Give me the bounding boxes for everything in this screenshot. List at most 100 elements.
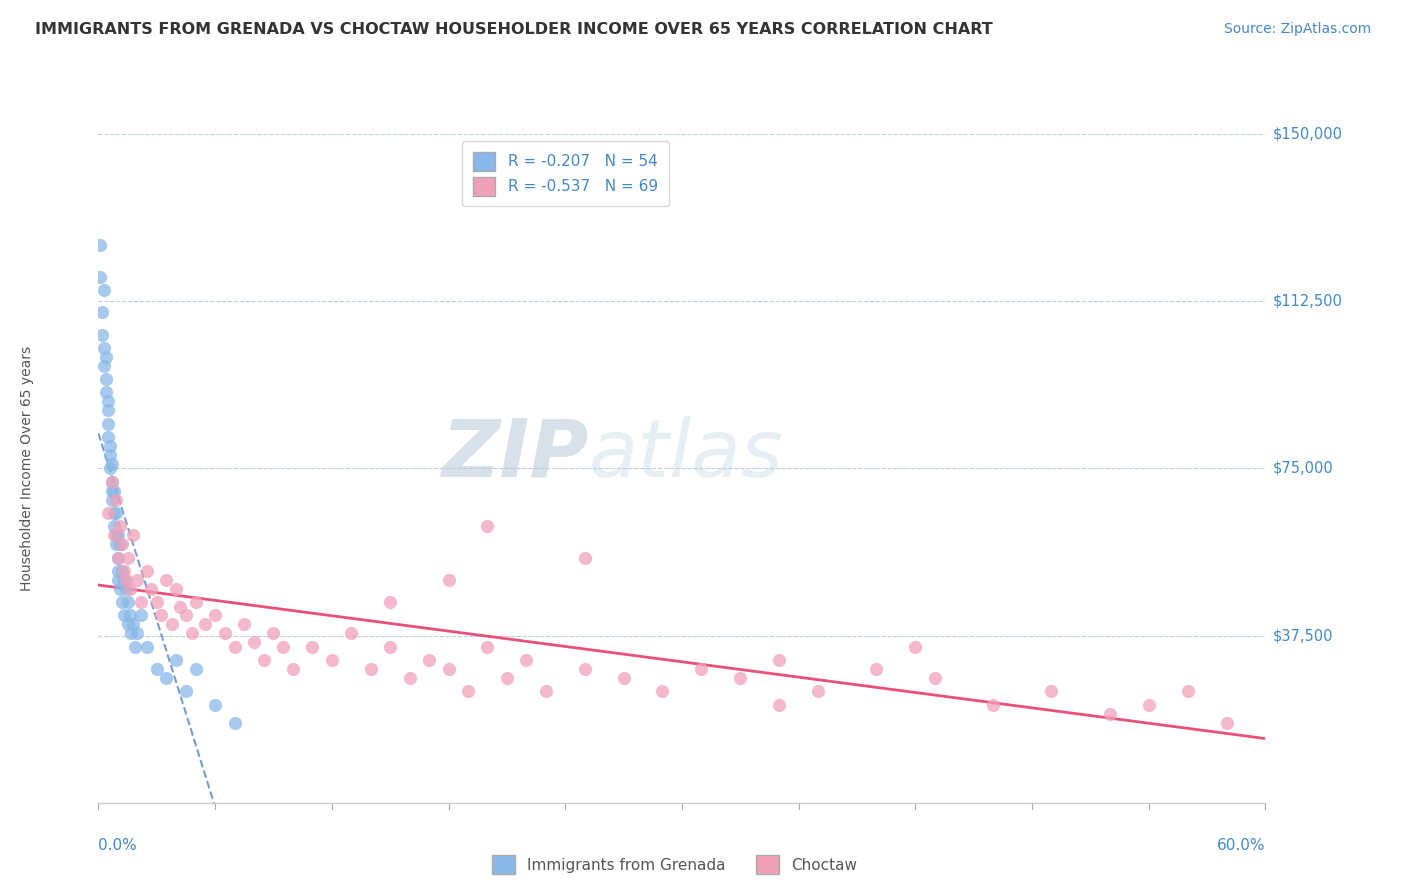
Point <box>174 608 197 623</box>
Point <box>117 550 139 565</box>
Point <box>924 671 946 685</box>
Point <box>169 599 191 614</box>
Point <box>301 640 323 654</box>
Text: $75,000: $75,000 <box>1272 461 1333 475</box>
Point <box>243 635 266 649</box>
Point <box>111 564 134 578</box>
Point <box>103 506 125 520</box>
Text: $112,500: $112,500 <box>1272 293 1343 309</box>
Point <box>271 640 294 654</box>
Point <box>107 550 129 565</box>
Point <box>104 528 127 542</box>
Point <box>139 582 162 596</box>
Point <box>807 684 830 698</box>
Point <box>574 662 596 676</box>
Point <box>103 519 125 533</box>
Point <box>118 608 141 623</box>
Point <box>91 327 114 342</box>
Point <box>112 573 135 587</box>
Point <box>253 653 276 667</box>
Point <box>1177 684 1199 698</box>
Point <box>107 550 129 565</box>
Text: $150,000: $150,000 <box>1272 127 1343 141</box>
Point <box>378 640 402 654</box>
Point <box>107 528 129 542</box>
Point <box>117 617 139 632</box>
Point <box>149 608 172 623</box>
Point <box>165 653 187 667</box>
Text: IMMIGRANTS FROM GRENADA VS CHOCTAW HOUSEHOLDER INCOME OVER 65 YEARS CORRELATION : IMMIGRANTS FROM GRENADA VS CHOCTAW HOUSE… <box>35 22 993 37</box>
Point <box>174 684 197 698</box>
Point <box>124 640 146 654</box>
Point <box>129 595 152 609</box>
Point <box>1098 706 1121 721</box>
Point <box>321 653 343 667</box>
Point <box>768 653 790 667</box>
Text: $37,500: $37,500 <box>1272 628 1333 643</box>
Point <box>457 684 479 698</box>
Legend: Immigrants from Grenada, Choctaw: Immigrants from Grenada, Choctaw <box>486 849 863 880</box>
Point <box>122 528 145 542</box>
Point <box>146 595 169 609</box>
Point <box>651 684 673 698</box>
Point <box>112 608 135 623</box>
Point <box>122 617 145 632</box>
Point <box>360 662 382 676</box>
Point <box>204 698 226 712</box>
Point <box>1215 715 1237 730</box>
Point <box>129 608 152 623</box>
Point <box>101 483 124 498</box>
Point <box>101 457 124 471</box>
Point <box>1040 684 1063 698</box>
Point <box>103 528 125 542</box>
Point <box>103 483 125 498</box>
Point <box>117 595 139 609</box>
Point <box>194 617 217 632</box>
Point <box>98 461 121 475</box>
Point <box>97 506 120 520</box>
Point <box>136 564 159 578</box>
Point <box>155 573 177 587</box>
Point <box>111 595 134 609</box>
Point <box>224 640 246 654</box>
Point <box>574 550 596 565</box>
Legend: R = -0.207   N = 54, R = -0.537   N = 69: R = -0.207 N = 54, R = -0.537 N = 69 <box>463 142 668 206</box>
Point <box>477 519 499 533</box>
Point <box>97 394 120 409</box>
Point <box>104 506 127 520</box>
Point <box>108 519 131 533</box>
Point <box>96 385 118 400</box>
Point <box>180 626 202 640</box>
Point <box>204 608 226 623</box>
Point <box>93 359 115 373</box>
Text: Source: ZipAtlas.com: Source: ZipAtlas.com <box>1223 22 1371 37</box>
Point <box>136 640 159 654</box>
Text: 0.0%: 0.0% <box>98 838 138 854</box>
Point <box>98 448 121 462</box>
Point <box>93 283 115 297</box>
Point <box>104 492 127 507</box>
Point <box>96 350 118 364</box>
Point <box>107 564 129 578</box>
Point <box>114 582 136 596</box>
Point <box>378 595 402 609</box>
Point <box>865 662 887 676</box>
Point <box>97 417 120 431</box>
Point <box>155 671 177 685</box>
Point <box>418 653 440 667</box>
Point <box>730 671 752 685</box>
Point <box>89 238 111 252</box>
Point <box>495 671 517 685</box>
Point <box>534 684 557 698</box>
Text: 60.0%: 60.0% <box>1218 838 1265 854</box>
Point <box>107 573 129 587</box>
Point <box>437 573 460 587</box>
Point <box>768 698 790 712</box>
Point <box>146 662 169 676</box>
Point <box>108 537 131 551</box>
Point <box>97 430 120 444</box>
Point <box>97 403 120 417</box>
Point <box>101 475 124 489</box>
Point <box>981 698 1004 712</box>
Point <box>121 626 143 640</box>
